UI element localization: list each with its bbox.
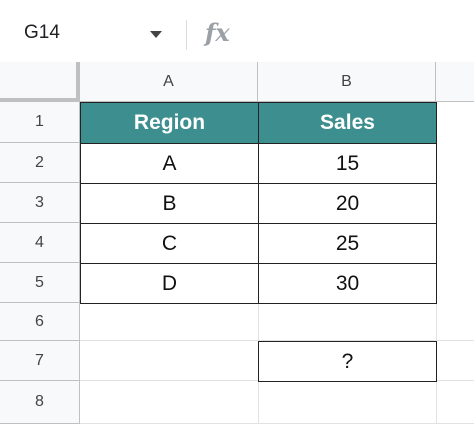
spreadsheet-grid: A B 1 2 3 4 5 6 7 8 Region Sales A 15 B … xyxy=(0,62,474,424)
table-cell-sales[interactable]: 20 xyxy=(258,183,437,224)
table-cell-region[interactable]: D xyxy=(80,263,259,304)
table-cell-sales[interactable]: 25 xyxy=(258,223,437,264)
row-header-8[interactable]: 8 xyxy=(0,381,80,424)
select-all-corner[interactable] xyxy=(0,62,80,102)
row-header-1[interactable]: 1 xyxy=(0,102,80,143)
name-box[interactable]: G14 xyxy=(24,22,60,43)
table-cell-region[interactable]: B xyxy=(80,183,259,224)
table-header-region[interactable]: Region xyxy=(80,102,259,144)
row-header-2[interactable]: 2 xyxy=(0,143,80,183)
column-header-c[interactable] xyxy=(436,62,474,102)
fx-icon: fx xyxy=(205,18,230,47)
table-cell-region[interactable]: A xyxy=(80,143,259,184)
divider xyxy=(186,20,187,50)
gridline xyxy=(80,340,474,341)
column-header-a[interactable]: A xyxy=(80,62,258,102)
row-header-5[interactable]: 5 xyxy=(0,263,80,303)
formula-bar: G14 fx xyxy=(0,0,474,63)
table-cell-sales[interactable]: 15 xyxy=(258,143,437,184)
table-cell-sales[interactable]: 30 xyxy=(258,263,437,304)
column-header-b[interactable]: B xyxy=(258,62,436,102)
table-cell-region[interactable]: C xyxy=(80,223,259,264)
row-header-7[interactable]: 7 xyxy=(0,341,80,381)
table-header-sales[interactable]: Sales xyxy=(258,102,437,144)
answer-cell[interactable]: ? xyxy=(258,341,437,382)
row-header-3[interactable]: 3 xyxy=(0,183,80,223)
row-header-4[interactable]: 4 xyxy=(0,223,80,263)
row-header-6[interactable]: 6 xyxy=(0,303,80,341)
chevron-down-icon[interactable] xyxy=(150,31,162,38)
